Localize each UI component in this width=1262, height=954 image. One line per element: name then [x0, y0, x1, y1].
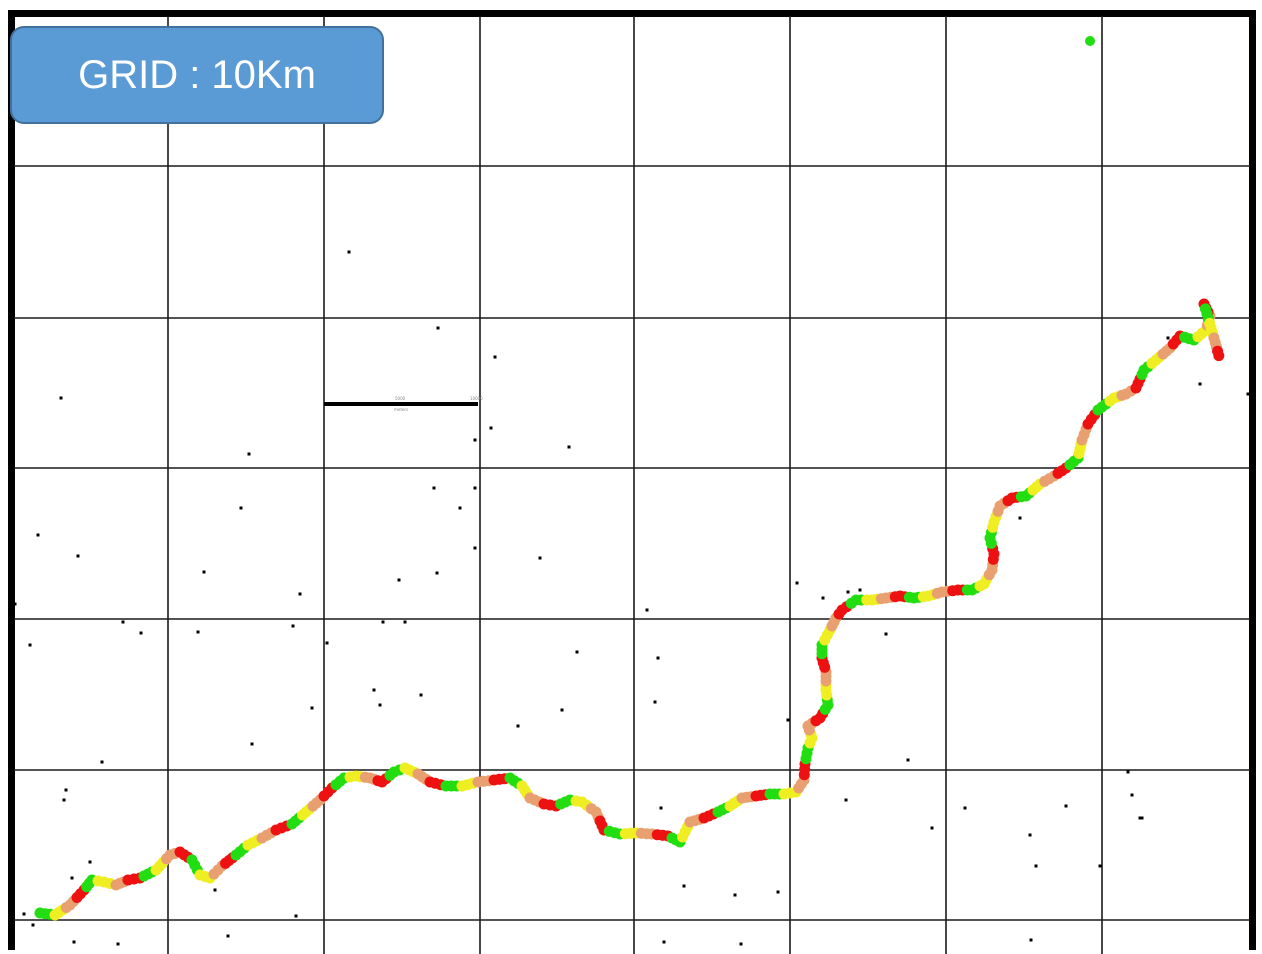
scatter-dot — [298, 592, 302, 596]
scatter-dot — [1028, 833, 1032, 837]
scatter-dot — [1126, 770, 1130, 774]
scatter-dot — [13, 602, 17, 606]
scatter-dot — [226, 934, 230, 938]
scatter-dot — [403, 620, 407, 624]
scatter-dot — [930, 826, 934, 830]
scatter-dot — [733, 893, 737, 897]
scatter-dot — [28, 643, 32, 647]
scatter-dot — [538, 556, 542, 560]
scatter-dot — [64, 788, 68, 792]
scatter-dot — [100, 760, 104, 764]
scatter-dot — [436, 326, 440, 330]
scatter-dot — [1138, 816, 1142, 820]
scatter-dot — [1166, 336, 1170, 340]
scatter-dot — [435, 571, 439, 575]
scatter-dot — [776, 890, 780, 894]
scatter-dot — [846, 590, 850, 594]
scatter-dot — [1064, 804, 1068, 808]
scatter-dot — [419, 693, 423, 697]
scatter-dot — [489, 426, 493, 430]
scatter-dot — [250, 742, 254, 746]
scatter-dot — [372, 688, 376, 692]
scatter-dot — [432, 486, 436, 490]
scatter-dot — [347, 250, 351, 254]
isolated-point — [1085, 36, 1095, 46]
scatter-dot — [325, 641, 329, 645]
scatter-dot — [88, 860, 92, 864]
scatter-dot — [116, 942, 120, 946]
scattered-points — [13, 250, 1250, 946]
scatter-dot — [821, 596, 825, 600]
scatter-dot — [139, 631, 143, 635]
scatter-dot — [291, 624, 295, 628]
scatter-dot — [786, 718, 790, 722]
scatter-dot — [493, 355, 497, 359]
scatter-dot — [31, 923, 35, 927]
scatter-dot — [884, 632, 888, 636]
scatter-dot — [1246, 392, 1250, 396]
scatter-dot — [567, 445, 571, 449]
scatter-dot — [844, 798, 848, 802]
scatter-dot — [62, 798, 66, 802]
scatter-dot — [473, 486, 477, 490]
scatter-dot — [656, 656, 660, 660]
scatter-dot — [247, 452, 251, 456]
scale-label-end: 10000 — [470, 396, 483, 401]
scatter-dot — [22, 912, 26, 916]
route-track — [34, 298, 1225, 921]
scatter-dot — [682, 884, 686, 888]
track-point — [1213, 350, 1225, 362]
scatter-dot — [963, 806, 967, 810]
scatter-dot — [1029, 938, 1033, 942]
scatter-dot — [858, 588, 862, 592]
scatter-dot — [1140, 816, 1144, 820]
scatter-dot — [458, 506, 462, 510]
scatter-dot — [473, 546, 477, 550]
scatter-dot — [202, 570, 206, 574]
scatter-dot — [381, 620, 385, 624]
scatter-dot — [1198, 382, 1202, 386]
scale-bar: 5000 10000 meters — [324, 396, 483, 412]
scatter-dot — [653, 700, 657, 704]
scatter-dot — [906, 758, 910, 762]
grid-size-badge: GRID : 10Km — [10, 26, 384, 124]
grid-size-label: GRID : 10Km — [78, 52, 316, 97]
scatter-dot — [239, 506, 243, 510]
scatter-dot — [662, 940, 666, 944]
scatter-dot — [310, 706, 314, 710]
scatter-dot — [795, 581, 799, 585]
scatter-dot — [196, 630, 200, 634]
grid-lines — [14, 16, 1250, 954]
scatter-dot — [121, 620, 125, 624]
scatter-dot — [378, 703, 382, 707]
scatter-dot — [294, 914, 298, 918]
scatter-dot — [659, 806, 663, 810]
scale-label-mid: 5000 — [395, 396, 406, 401]
scatter-dot — [213, 888, 217, 892]
scatter-dot — [645, 608, 649, 612]
scatter-dot — [560, 708, 564, 712]
scatter-dot — [36, 533, 40, 537]
scale-label-unit: meters — [394, 407, 408, 412]
scatter-dot — [1098, 864, 1102, 868]
scatter-dot — [473, 438, 477, 442]
scatter-dot — [72, 940, 76, 944]
scatter-dot — [70, 876, 74, 880]
scatter-dot — [1034, 864, 1038, 868]
scatter-dot — [575, 650, 579, 654]
scatter-dot — [76, 554, 80, 558]
scatter-dot — [516, 724, 520, 728]
scatter-dot — [739, 942, 743, 946]
scatter-dot — [397, 578, 401, 582]
scatter-dot — [1018, 516, 1022, 520]
scatter-dot — [1130, 793, 1134, 797]
scatter-dot — [59, 396, 63, 400]
